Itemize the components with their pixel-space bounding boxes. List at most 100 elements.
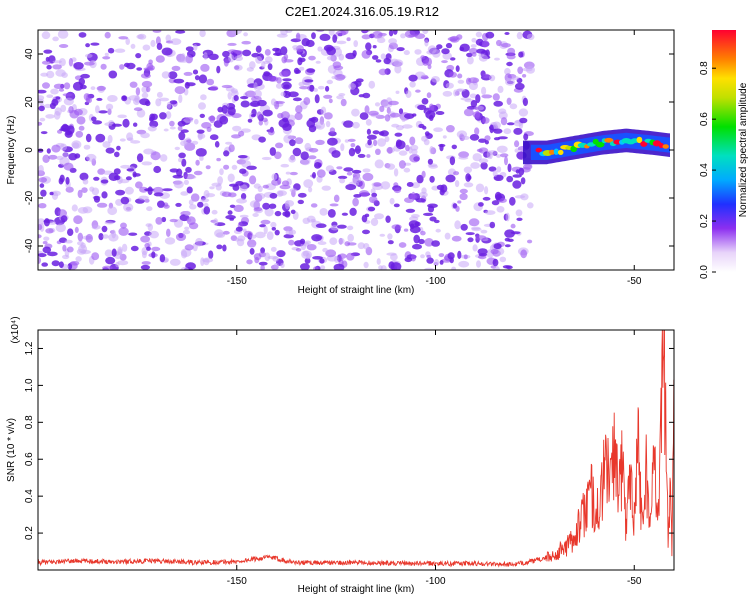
y-tick-label: 1.2 [24, 341, 35, 355]
noise-speckle [119, 138, 126, 142]
noise-speckle [126, 168, 135, 172]
y-tick-label: -40 [24, 238, 35, 253]
noise-speckle [408, 74, 418, 82]
noise-speckle [170, 38, 182, 45]
noise-speckle [457, 250, 462, 259]
snr-x-axis-label: Height of straight line (km) [298, 584, 415, 595]
noise-speckle [502, 265, 511, 269]
noise-speckle [324, 112, 333, 120]
noise-speckle [512, 174, 522, 178]
noise-speckle [325, 85, 330, 92]
noise-speckle [395, 139, 403, 147]
noise-speckle [527, 239, 533, 244]
noise-speckle [308, 117, 316, 122]
noise-speckle [180, 53, 186, 63]
noise-speckle [45, 114, 55, 119]
noise-speckle [38, 203, 47, 209]
noise-speckle [474, 106, 479, 110]
noise-speckle [107, 206, 118, 216]
noise-speckle [389, 197, 395, 205]
noise-speckle [58, 58, 66, 67]
noise-speckle [475, 94, 481, 104]
noise-speckle [86, 153, 97, 162]
noise-speckle [333, 194, 340, 203]
noise-speckle [444, 232, 451, 240]
noise-speckle [490, 248, 499, 255]
noise-speckle [91, 224, 101, 230]
noise-speckle [200, 198, 210, 203]
noise-speckle [337, 175, 348, 180]
noise-speckle [180, 140, 188, 147]
noise-speckle [331, 150, 341, 158]
noise-speckle [459, 43, 470, 52]
noise-speckle [209, 134, 219, 141]
noise-speckle [249, 200, 261, 208]
noise-speckle [504, 32, 510, 35]
noise-speckle [298, 81, 305, 87]
noise-speckle [362, 92, 371, 99]
noise-speckle [277, 190, 287, 196]
noise-speckle [306, 68, 316, 73]
noise-speckle [156, 91, 163, 98]
noise-speckle [137, 33, 147, 40]
noise-speckle [183, 179, 189, 185]
noise-speckle [445, 82, 454, 89]
noise-speckle [412, 243, 422, 250]
noise-speckle [458, 260, 470, 268]
noise-speckle [398, 242, 407, 248]
noise-speckle [280, 46, 288, 56]
noise-speckle [438, 253, 445, 258]
noise-speckle [197, 131, 203, 141]
noise-speckle [234, 237, 240, 242]
noise-speckle [253, 207, 263, 212]
noise-speckle [482, 73, 491, 79]
noise-speckle [116, 145, 121, 151]
noise-speckle [388, 30, 394, 37]
noise-speckle [327, 137, 338, 146]
noise-speckle [45, 228, 54, 234]
noise-speckle [414, 49, 422, 55]
noise-speckle [117, 260, 129, 266]
noise-speckle [186, 139, 192, 143]
noise-speckle [62, 151, 68, 158]
noise-speckle [194, 118, 199, 125]
noise-speckle [367, 206, 376, 212]
noise-speckle [467, 237, 474, 243]
noise-speckle [469, 134, 480, 141]
noise-speckle [404, 197, 414, 204]
noise-speckle [84, 61, 95, 66]
noise-speckle [472, 244, 478, 252]
noise-speckle [361, 214, 368, 223]
noise-speckle [38, 234, 42, 239]
noise-speckle [246, 165, 257, 170]
noise-speckle [115, 189, 126, 196]
noise-speckle [256, 111, 262, 120]
noise-speckle [318, 85, 325, 90]
noise-speckle [267, 129, 275, 136]
noise-speckle [78, 125, 85, 131]
noise-speckle [311, 32, 316, 40]
noise-speckle [222, 50, 230, 58]
noise-speckle [449, 156, 456, 166]
noise-speckle [153, 165, 162, 174]
noise-speckle [415, 89, 421, 93]
noise-speckle [283, 70, 291, 77]
noise-speckle [304, 79, 314, 83]
noise-speckle [426, 92, 432, 99]
noise-speckle [254, 192, 266, 200]
noise-speckle [135, 87, 141, 96]
noise-speckle [185, 166, 192, 173]
colorbar-label: Normalized spectral amplitude [738, 82, 749, 217]
noise-speckle [329, 237, 338, 245]
noise-speckle [247, 118, 253, 123]
noise-speckle [152, 30, 162, 33]
noise-speckle [372, 45, 377, 49]
noise-speckle [388, 42, 398, 50]
noise-speckle [447, 252, 455, 260]
noise-speckle [78, 77, 86, 86]
noise-speckle [280, 30, 288, 36]
noise-speckle [427, 203, 438, 209]
noise-speckle [409, 223, 415, 230]
noise-speckle [166, 228, 171, 237]
noise-speckle [169, 100, 178, 105]
